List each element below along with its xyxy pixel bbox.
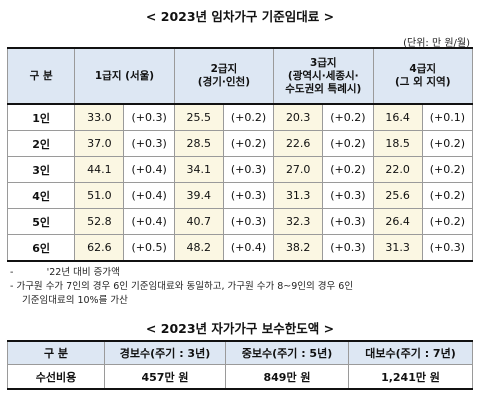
grade2-header: 2급지 (경기·인천) [173,47,275,105]
row-label: 1인 [6,103,76,131]
rent-value: 31.3 [273,182,324,209]
rent-value: 18.5 [372,130,423,157]
grade4-header: 4급지 (그 외 지역) [372,47,473,105]
rent-change: (+0.3) [222,182,275,209]
rent-change: (+0.3) [322,182,374,209]
rent-value: 44.1 [74,156,125,183]
rent-table-title: < 2023년 임차가구 기준임대료 > [145,9,335,24]
row-label: 수선비용 [7,364,105,390]
table-header-row: 구 분 경보수(주기 : 3년) 중보수(주기 : 5년) 대보수(주기 : 7… [7,340,473,365]
rent-value: 34.1 [173,156,224,183]
corner-header: 구 분 [7,340,105,365]
grade3-header: 3급지 (광역시·세종시· 수도권외 특례시) [273,47,374,105]
row-label: 3인 [6,156,76,183]
row-label: 4인 [6,182,76,209]
repair-cost: 1,241만 원 [348,364,473,390]
rent-value: 39.4 [173,182,224,209]
rent-change: (+0.4) [222,234,275,262]
rent-value: 25.6 [372,182,423,209]
rent-value: 40.7 [173,208,224,235]
rent-change: (+0.2) [421,182,474,209]
table-header-row: 구 분 1급지 (서울) 2급지 (경기·인천) 3급지 (광역시·세종시· 수… [6,47,473,105]
rent-change: (+0.3) [322,208,374,235]
rent-change: (+0.3) [421,234,474,262]
rent-value: 22.0 [372,156,423,183]
row-label: 6인 [6,234,76,262]
rent-change: (+0.2) [322,103,374,131]
rent-change: (+0.4) [123,182,175,209]
table-row: 5인 52.8 (+0.4) 40.7 (+0.3) 32.3 (+0.3) 2… [6,208,474,235]
rent-value: 31.3 [372,234,423,262]
rent-value: 37.0 [74,130,125,157]
rent-change: (+0.2) [421,130,474,157]
rent-value: 32.3 [273,208,324,235]
rent-change: (+0.4) [123,208,175,235]
rent-change: (+0.2) [222,130,275,157]
table-row: 4인 51.0 (+0.4) 39.4 (+0.3) 31.3 (+0.3) 2… [6,182,474,209]
rent-change: (+0.3) [322,234,374,262]
rent-value: 48.2 [173,234,224,262]
rent-change: (+0.5) [123,234,175,262]
rent-change: (+0.2) [322,130,374,157]
rent-value: 27.0 [273,156,324,183]
rent-change: (+0.2) [421,208,474,235]
rent-change: (+0.2) [421,156,474,183]
rent-change: (+0.4) [123,156,175,183]
table-row: 3인 44.1 (+0.4) 34.1 (+0.3) 27.0 (+0.2) 2… [6,156,474,183]
rent-value: 25.5 [173,103,224,131]
rent-change: (+0.2) [322,156,374,183]
rent-value: 28.5 [173,130,224,157]
rent-change: (+0.3) [222,156,275,183]
rent-value: 26.4 [372,208,423,235]
table-row: 2인 37.0 (+0.3) 28.5 (+0.2) 22.6 (+0.2) 1… [6,130,474,157]
repair-limit-table: 구 분 경보수(주기 : 3년) 중보수(주기 : 5년) 대보수(주기 : 7… [7,340,473,390]
unit-label: (단위: 만 원/월) [403,38,470,49]
table-row: 6인 62.6 (+0.5) 48.2 (+0.4) 38.2 (+0.3) 3… [6,234,474,262]
note-household: - 가구원 수가 7인의 경우 6인 기준임대료와 동일하고, 가구원 수가 8… [10,281,354,292]
rent-value: 51.0 [74,182,125,209]
rent-standard-table: 구 분 1급지 (서울) 2급지 (경기·인천) 3급지 (광역시·세종시· 수… [6,47,474,262]
rent-change: (+0.3) [123,103,175,131]
note-increase: - '22년 대비 증가액 [10,267,120,278]
rent-value: 20.3 [273,103,324,131]
row-label: 5인 [6,208,76,235]
rent-change: (+0.3) [222,208,275,235]
note-household-cont: 기준임대료의 10%를 가산 [22,295,128,306]
grade1-header: 1급지 (서울) [74,47,175,105]
repair-cost: 849만 원 [225,364,349,390]
corner-header: 구 분 [6,47,76,105]
repair-table-title: < 2023년 자가가구 보수한도액 > [145,321,335,336]
table-row: 1인 33.0 (+0.3) 25.5 (+0.2) 20.3 (+0.2) 1… [6,103,474,131]
rent-change: (+0.2) [222,103,275,131]
repair-cost: 457만 원 [104,364,226,390]
major-repair-header: 대보수(주기 : 7년) [348,340,473,365]
medium-repair-header: 중보수(주기 : 5년) [225,340,349,365]
rent-value: 33.0 [74,103,125,131]
rent-change: (+0.3) [123,130,175,157]
rent-change: (+0.1) [421,103,474,131]
rent-value: 62.6 [74,234,125,262]
rent-value: 16.4 [372,103,423,131]
rent-value: 52.8 [74,208,125,235]
light-repair-header: 경보수(주기 : 3년) [104,340,226,365]
rent-value: 22.6 [273,130,324,157]
rent-value: 38.2 [273,234,324,262]
row-label: 2인 [6,130,76,157]
table-notes: - '22년 대비 증가액 - 가구원 수가 7인의 경우 6인 기준임대료와 … [10,266,353,308]
table-row: 수선비용 457만 원 849만 원 1,241만 원 [7,364,473,390]
